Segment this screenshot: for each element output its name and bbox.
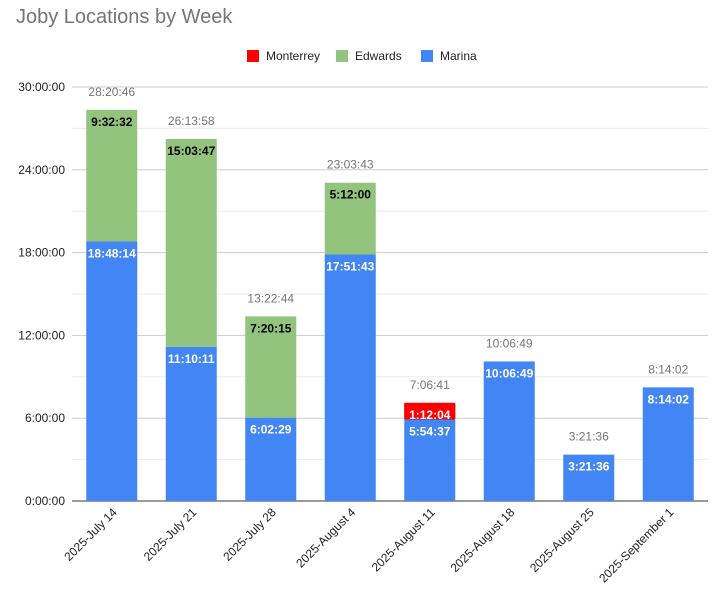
segment-value-label: 9:32:32 [91, 115, 133, 129]
bar-marina [166, 347, 217, 501]
bar-edwards [86, 110, 137, 242]
total-value-label: 28:20:46 [88, 85, 135, 99]
segment-value-label: 1:12:04 [409, 408, 451, 422]
bar-marina [325, 255, 376, 501]
legend-label-monterrey: Monterrey [266, 49, 320, 63]
segment-value-label: 5:12:00 [330, 188, 372, 202]
y-tick-label: 6:00:00 [25, 411, 65, 425]
x-tick-label: 2025-August 4 [293, 505, 358, 570]
segment-value-label: 7:20:15 [250, 321, 292, 335]
total-value-label: 3:21:36 [569, 430, 609, 444]
bar-marina [484, 361, 535, 501]
total-value-label: 23:03:43 [327, 158, 374, 172]
y-tick-label: 24:00:00 [18, 163, 65, 177]
x-axis-tick-labels: 2025-July 14 2025-July 21 2025-July 28 2025… [61, 505, 676, 585]
x-tick-label: 2025-July 21 [141, 505, 200, 564]
x-tick-label: 2025-August 25 [527, 505, 597, 575]
x-tick-label: 2025-August 18 [448, 505, 518, 575]
y-axis-tick-labels: 0:00:00 6:00:00 12:00:00 18:00:00 24:00:00 30… [18, 80, 65, 508]
total-value-label: 7:06:41 [410, 378, 450, 392]
segment-value-label: 11:10:11 [168, 352, 215, 366]
segment-value-label: 17:51:43 [326, 260, 374, 274]
legend: Monterrey Edwards Marina [247, 49, 477, 63]
total-value-label: 26:13:58 [168, 114, 215, 128]
total-value-label: 8:14:02 [648, 362, 688, 376]
y-tick-label: 12:00:00 [18, 328, 65, 342]
total-value-label: 13:22:44 [247, 291, 294, 305]
legend-swatch-edwards [336, 50, 348, 62]
segment-value-label: 8:14:02 [648, 392, 690, 406]
segment-value-label: 15:03:47 [167, 144, 215, 158]
legend-swatch-marina [421, 50, 433, 62]
segment-value-label: 5:54:37 [409, 424, 451, 438]
segment-value-label: 10:06:49 [485, 366, 533, 380]
y-tick-label: 0:00:00 [25, 494, 65, 508]
y-tick-label: 18:00:00 [18, 246, 65, 260]
segment-value-label: 3:21:36 [568, 460, 610, 474]
legend-swatch-monterrey [247, 50, 259, 62]
legend-label-edwards: Edwards [355, 49, 402, 63]
x-tick-label: 2025-July 28 [220, 505, 279, 564]
bar-marina [86, 242, 137, 501]
segment-value-label: 6:02:29 [250, 423, 292, 437]
x-tick-label: 2025-July 14 [61, 505, 120, 564]
x-tick-label: 2025-August 11 [369, 505, 438, 574]
y-tick-label: 30:00:00 [18, 80, 65, 94]
segment-value-label: 18:48:14 [88, 247, 136, 261]
x-tick-label: 2025-September 1 [596, 505, 676, 585]
bar-edwards [166, 139, 217, 347]
total-value-label: 10:06:49 [486, 336, 533, 350]
legend-label-marina: Marina [440, 49, 477, 63]
